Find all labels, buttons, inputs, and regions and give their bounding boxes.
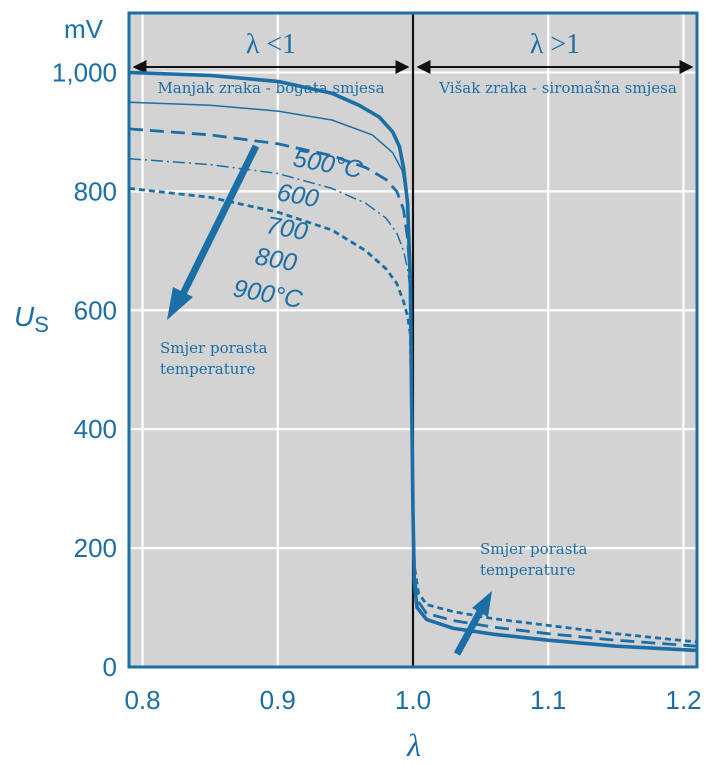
y-tick-label: 1,000: [52, 57, 117, 87]
x-tick-label: 1.0: [395, 685, 431, 715]
rich-temperature-arrow-shaft: [177, 144, 260, 300]
x-tick-label: 0.9: [260, 685, 296, 715]
lean-note-line2: temperature: [480, 561, 576, 579]
lean-region-label: Višak zraka - siromašna smjesa: [438, 79, 677, 97]
axis-ticks: 0.8 0.9 1.0 1.1 1.2 0 200 400 600 800 1,000: [52, 57, 702, 715]
rich-note-line1: Smjer porasta: [160, 339, 267, 357]
y-axis-label-main: U: [14, 301, 35, 332]
lean-note-line1: Smjer porasta: [480, 540, 587, 558]
rich-region-symbol: λ <1: [246, 29, 296, 60]
y-tick-label: 200: [74, 533, 117, 563]
x-axis-label: λ: [406, 727, 421, 763]
series-line-1: [129, 101, 412, 281]
lean-temperature-arrow-shaft: [453, 606, 486, 656]
y-axis-label-subscript: S: [34, 312, 49, 337]
y-axis-label: US: [14, 301, 49, 337]
annotation-rich: Smjer porasta temperature: [160, 339, 267, 378]
lean-region-symbol: λ >1: [530, 29, 580, 60]
y-tick-label: 600: [74, 295, 117, 325]
rich-note-line2: temperature: [160, 360, 256, 378]
y-tick-label: 400: [74, 414, 117, 444]
rich-temperature-arrow-head: [167, 287, 193, 320]
x-tick-label: 1.2: [665, 685, 701, 715]
plot-frame: [127, 11, 699, 669]
x-tick-label: 1.1: [530, 685, 566, 715]
annotation-lean: Smjer porasta temperature: [480, 540, 587, 579]
series-line-4: [129, 187, 697, 644]
y-tick-label: 800: [74, 176, 117, 206]
y-tick-label: 0: [103, 652, 117, 682]
lean-temperature-arrow-head: [472, 591, 492, 617]
temperature-arrows: [167, 144, 492, 656]
x-tick-label: 0.8: [124, 685, 160, 715]
y-unit-label: mV: [64, 14, 104, 44]
